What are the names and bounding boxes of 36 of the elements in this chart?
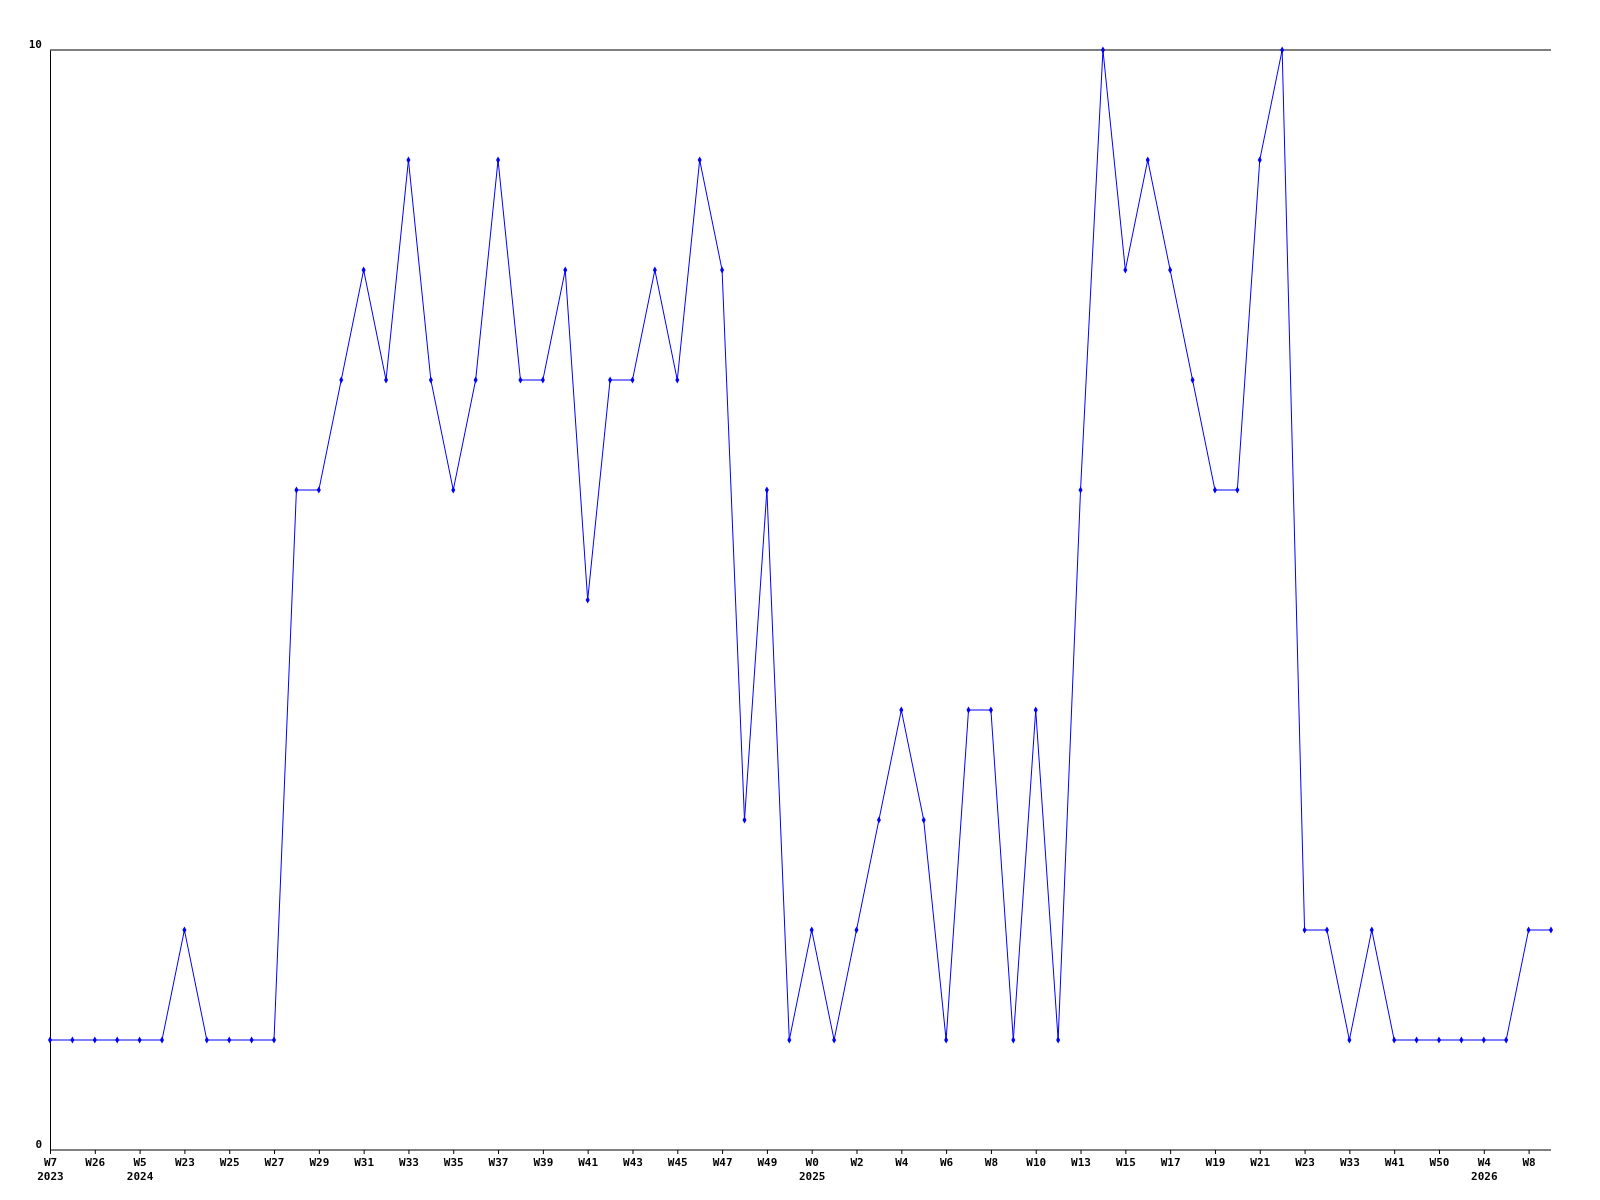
x-tick-label: W23	[174, 1155, 195, 1169]
x-tick-label: W47	[712, 1155, 733, 1169]
x-tick-label: W27	[264, 1155, 285, 1169]
x-tick-label: W4 2026	[1471, 1155, 1498, 1184]
x-tick-label: W43	[623, 1155, 643, 1169]
x-tick-label: W8	[1522, 1155, 1536, 1169]
x-tick-label: W49	[757, 1155, 778, 1169]
x-tick-label: W17	[1160, 1155, 1181, 1169]
x-tick-label: W26	[85, 1155, 106, 1169]
x-tick-label: W5 2024	[126, 1155, 154, 1184]
x-tick-label: W39	[533, 1155, 554, 1169]
x-tick-label: W29	[309, 1155, 330, 1169]
x-tick-label: W0 2025	[798, 1155, 826, 1184]
x-tick-label: W7 2023	[37, 1155, 64, 1184]
x-tick-label: W33	[1339, 1155, 1360, 1169]
x-tick-label: W45	[667, 1155, 688, 1169]
x-tick-label: W25	[219, 1155, 240, 1169]
x-tick-label: W41	[1384, 1155, 1405, 1169]
y-tick-label: 0	[35, 1138, 42, 1152]
x-tick-label: W6	[939, 1155, 954, 1169]
x-tick-label: W21	[1250, 1155, 1271, 1169]
x-tick-label: W10	[1026, 1155, 1047, 1169]
x-tick-label: W15	[1115, 1155, 1136, 1169]
x-tick-label: W33	[399, 1155, 419, 1169]
x-tick-label: W8	[984, 1155, 999, 1169]
y-tick-label: 10	[28, 38, 42, 52]
x-tick-label: W35	[443, 1155, 464, 1169]
x-tick-label: W41	[578, 1155, 599, 1169]
x-tick-label: W13	[1071, 1155, 1091, 1169]
x-tick-label: W50	[1429, 1155, 1450, 1169]
x-tick-label: W31	[354, 1155, 375, 1169]
x-tick-label: W2	[850, 1155, 864, 1169]
x-tick-label: W19	[1205, 1155, 1226, 1169]
x-tick-label: W37	[488, 1155, 509, 1169]
x-tick-label: W23	[1295, 1155, 1315, 1169]
x-tick-label: W4	[895, 1155, 909, 1169]
